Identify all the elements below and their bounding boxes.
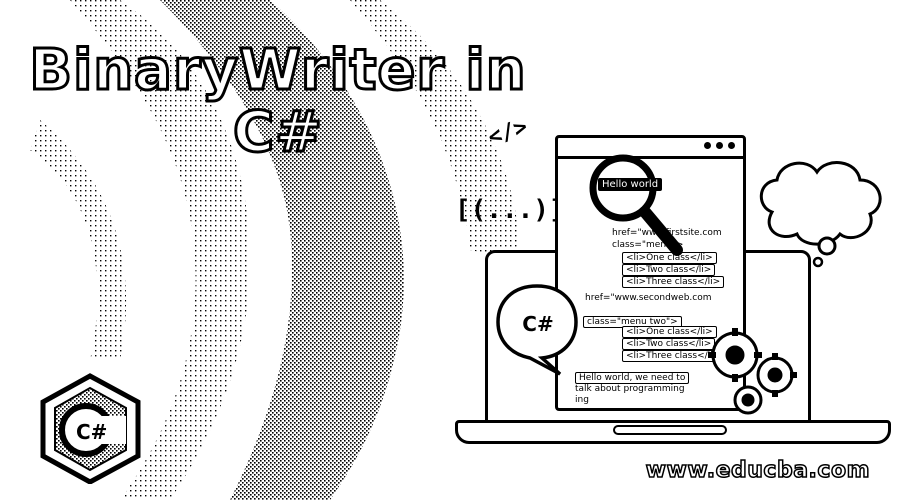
laptop-notch <box>613 425 727 435</box>
gears-icon <box>708 328 797 415</box>
logo-label: C# <box>76 420 108 444</box>
watermark-url: www.educba.com <box>645 457 870 484</box>
code-line: <li>One class</li> <box>622 252 717 264</box>
window-dot-icon <box>704 142 711 149</box>
magnifier-icon <box>589 154 683 256</box>
speech-bubble-icon <box>496 284 578 376</box>
title-line-1: BinaryWriter in <box>28 38 527 103</box>
code-line: <li>Three class</li> <box>622 350 725 362</box>
code-line: class="menu"> <box>612 240 684 250</box>
bubble-label: C# <box>522 312 554 336</box>
window-dot-icon <box>716 142 723 149</box>
window-dot-icon <box>728 142 735 149</box>
code-line: <li>One class</li> <box>622 326 717 338</box>
code-line: <li>Two class</li> <box>622 264 716 276</box>
message-line: talk about programming <box>575 384 685 394</box>
title-line-2: C# <box>231 100 324 165</box>
code-line: <li>Three class</li> <box>622 276 725 288</box>
thought-cloud-icon <box>759 161 882 268</box>
csharp-logo-icon <box>40 373 141 484</box>
page-title: BinaryWriter in C# <box>28 38 528 165</box>
message-line: Hello world, we need to <box>575 372 690 384</box>
message-line: ing <box>575 395 589 405</box>
brackets-icon: [(...)] <box>455 195 565 225</box>
browser-title-bar <box>558 138 743 159</box>
hello-world-label: Hello world <box>598 178 663 191</box>
code-line: href="www.secondweb.com <box>585 293 712 303</box>
laptop-base <box>455 420 891 444</box>
